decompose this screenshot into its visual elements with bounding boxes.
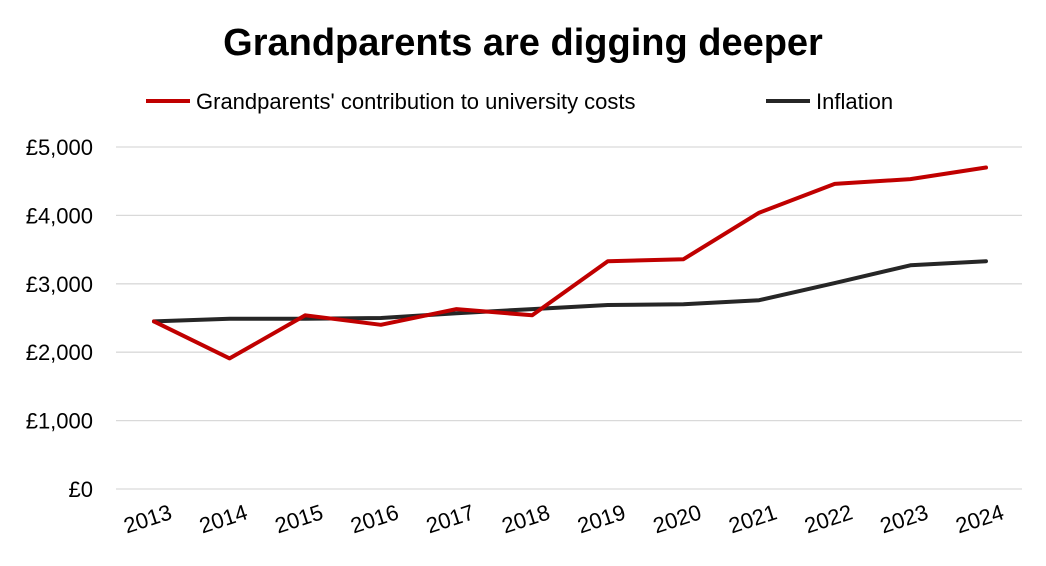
y-tick-label: £2,000 bbox=[26, 340, 93, 365]
x-tick-label: 2023 bbox=[877, 499, 931, 538]
x-tick-label: 2022 bbox=[801, 499, 855, 538]
x-tick-label: 2020 bbox=[650, 499, 704, 538]
x-axis: 2013 2014 2015 2016 2017 2018 2019 2020 2021 2022… bbox=[121, 499, 1007, 538]
x-tick-label: 2013 bbox=[121, 499, 175, 538]
x-tick-label: 2016 bbox=[347, 499, 401, 538]
x-tick-label: 2014 bbox=[196, 499, 250, 538]
x-tick-label: 2021 bbox=[726, 499, 780, 538]
y-tick-label: £0 bbox=[69, 477, 93, 502]
x-tick-label: 2015 bbox=[272, 499, 326, 538]
x-tick-label: 2024 bbox=[953, 499, 1007, 538]
legend: Grandparents' contribution to university… bbox=[146, 89, 893, 114]
x-tick-label: 2017 bbox=[423, 499, 477, 538]
y-tick-label: £5,000 bbox=[26, 135, 93, 160]
y-tick-label: £1,000 bbox=[26, 409, 93, 434]
series-line-inflation bbox=[152, 259, 988, 324]
series-line-grandparents bbox=[152, 165, 988, 361]
legend-label-inflation: Inflation bbox=[816, 89, 893, 114]
x-tick-label: 2018 bbox=[499, 499, 553, 538]
gridlines bbox=[116, 146, 1022, 490]
plot-area bbox=[152, 165, 988, 361]
y-tick-label: £4,000 bbox=[26, 203, 93, 228]
chart-title: Grandparents are digging deeper bbox=[223, 22, 823, 64]
y-tick-label: £3,000 bbox=[26, 272, 93, 297]
legend-label-grandparents: Grandparents' contribution to university… bbox=[196, 89, 636, 114]
y-axis: £0 £1,000 £2,000 £3,000 £4,000 £5,000 bbox=[26, 135, 93, 502]
x-tick-label: 2019 bbox=[574, 499, 628, 538]
